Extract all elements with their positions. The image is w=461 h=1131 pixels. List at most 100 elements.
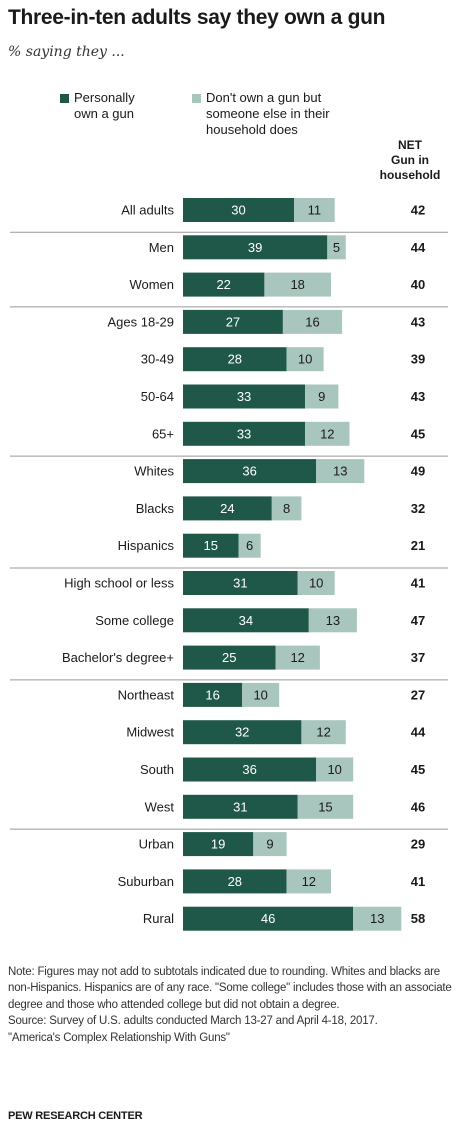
bar-household — [305, 384, 339, 409]
legend-item-personal: Personally own a gun — [60, 90, 135, 122]
category-label: Women — [129, 277, 174, 292]
net-value: 32 — [411, 501, 425, 516]
data-label-personal: 28 — [228, 352, 242, 367]
data-label-personal: 15 — [204, 538, 218, 553]
bar-personal — [183, 757, 317, 782]
category-label: Urban — [139, 837, 174, 852]
category-label: 65+ — [152, 426, 174, 441]
net-value: 47 — [411, 613, 425, 628]
net-value: 41 — [411, 576, 425, 591]
data-label-personal: 31 — [233, 576, 247, 591]
data-label-personal: 27 — [226, 314, 240, 329]
category-label: 30-49 — [141, 352, 174, 367]
data-label-household: 13 — [333, 464, 347, 479]
bar-household — [294, 198, 335, 222]
legend-swatch-household — [192, 94, 201, 103]
bar-household — [286, 347, 324, 372]
net-value: 43 — [411, 314, 425, 329]
chart-title: Three-in-ten adults say they own a gun — [8, 6, 386, 29]
net-value: 49 — [411, 464, 425, 479]
bar-personal — [183, 272, 265, 297]
chart-subtitle: % saying they ... — [8, 44, 125, 60]
data-label-household: 11 — [308, 203, 322, 218]
category-label: Northeast — [118, 687, 175, 702]
net-value: 45 — [411, 426, 425, 441]
data-label-household: 16 — [305, 314, 319, 329]
data-label-household: 10 — [327, 762, 341, 777]
bar-household — [282, 309, 343, 334]
source-brand: PEW RESEARCH CENTER — [8, 1110, 143, 1122]
bar-household — [327, 235, 346, 260]
bar-household — [286, 869, 331, 894]
category-label: Midwest — [126, 725, 174, 740]
data-label-household: 12 — [316, 725, 330, 740]
bar-personal — [183, 421, 306, 446]
data-label-household: 13 — [370, 911, 384, 926]
data-label-personal: 36 — [242, 464, 256, 479]
category-label: Suburban — [118, 874, 174, 889]
bar-personal — [183, 832, 254, 857]
category-label: West — [145, 799, 175, 814]
net-value: 39 — [411, 352, 425, 367]
data-label-household: 13 — [326, 613, 340, 628]
bar-household — [297, 571, 335, 595]
legend-label-personal: Personally own a gun — [74, 90, 135, 121]
bar-personal — [183, 906, 354, 931]
data-label-personal: 30 — [231, 203, 245, 218]
net-column-header: NET Gun in household — [379, 138, 441, 182]
net-value: 29 — [411, 837, 425, 852]
net-value: 46 — [411, 799, 425, 814]
data-label-household: 18 — [290, 277, 304, 292]
net-value: 42 — [411, 203, 425, 218]
bar-household — [242, 682, 280, 707]
data-label-household: 8 — [283, 501, 290, 516]
data-label-personal: 19 — [211, 837, 225, 852]
data-label-personal: 33 — [237, 426, 251, 441]
data-label-household: 9 — [266, 837, 273, 852]
data-label-personal: 25 — [222, 650, 236, 665]
bar-personal — [183, 608, 309, 633]
legend-item-household: Don't own a gun but someone else in thei… — [192, 90, 330, 138]
net-value: 40 — [411, 277, 425, 292]
bar-personal — [183, 720, 302, 745]
bar-household — [308, 608, 357, 633]
bar-household — [238, 533, 261, 558]
data-label-household: 10 — [298, 352, 312, 367]
bar-personal — [183, 794, 298, 819]
net-value: 44 — [411, 725, 426, 740]
data-label-household: 12 — [302, 874, 316, 889]
data-label-household: 9 — [318, 389, 325, 404]
data-label-household: 5 — [333, 240, 340, 255]
bar-household — [316, 459, 365, 484]
data-label-household: 6 — [246, 538, 253, 553]
net-value: 41 — [411, 874, 425, 889]
data-label-household: 12 — [320, 426, 334, 441]
category-label: High school or less — [64, 576, 174, 591]
stacked-bar-chart: All adults 30 11 42 Men 39 5 44 Women 22 18 40 Ages … — [10, 198, 448, 931]
category-label: 50-64 — [141, 389, 174, 404]
data-label-household: 15 — [318, 799, 332, 814]
bar-household — [305, 421, 350, 446]
category-label: Bachelor's degree+ — [62, 650, 174, 665]
bar-personal — [183, 198, 294, 222]
bar-personal — [183, 645, 276, 670]
bar-household — [301, 720, 346, 745]
bar-personal — [183, 496, 272, 521]
bar-household — [264, 272, 331, 297]
data-label-personal: 34 — [239, 613, 253, 628]
bar-household — [353, 906, 402, 931]
bar-personal — [183, 459, 317, 484]
net-value: 27 — [411, 687, 425, 702]
net-value: 58 — [411, 911, 425, 926]
data-label-personal: 36 — [242, 762, 256, 777]
category-label: South — [140, 762, 174, 777]
bar-personal — [183, 682, 243, 707]
bar-personal — [183, 533, 239, 558]
net-value: 43 — [411, 389, 425, 404]
bar-personal — [183, 571, 298, 595]
data-label-personal: 39 — [248, 240, 262, 255]
data-label-personal: 33 — [237, 389, 251, 404]
bar-personal — [183, 235, 328, 260]
bar-personal — [183, 347, 287, 372]
legend-label-household: Don't own a gun but someone else in thei… — [206, 90, 330, 137]
